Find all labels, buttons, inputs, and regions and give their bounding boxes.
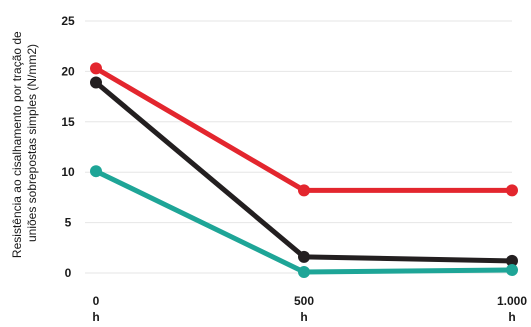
series-1-point-1 (298, 184, 310, 197)
series-3-point-2 (506, 263, 518, 276)
series-2-point-2 (506, 254, 518, 267)
series-2-point-0 (90, 76, 102, 89)
y-tick-label-0: 0 (65, 266, 72, 280)
x-tick-label-1-line-1: 500 (294, 294, 314, 308)
series-2 (90, 76, 518, 267)
y-tick-label-20: 20 (61, 64, 75, 78)
series-2-line (93, 79, 515, 264)
y-tick-label-5: 5 (65, 216, 72, 230)
series-2-point-1 (298, 250, 310, 263)
series-3-point-0 (90, 165, 102, 178)
y-axis-title-line-2: uniões sobrepostas simples (N/mm2) (25, 44, 39, 242)
y-tick-label-15: 15 (61, 115, 75, 129)
grid-lines (85, 20, 512, 274)
data-series (90, 62, 518, 278)
x-tick-label-2-line-2: h (508, 310, 515, 324)
x-tick-label-1-line-2: h (300, 310, 307, 324)
y-axis-title-line-1: Resistência ao cisalhamento por tração d… (10, 31, 24, 258)
x-tick-label-1: 500 h (294, 294, 314, 324)
y-axis-ticks: 0 5 10 15 20 25 (61, 14, 75, 280)
y-tick-label-25: 25 (61, 14, 75, 28)
x-tick-label-0-line-1: 0 (93, 294, 100, 308)
y-tick-label-10: 10 (61, 165, 75, 179)
series-1-point-2 (506, 184, 518, 197)
x-tick-label-0-line-2: h (92, 310, 99, 324)
series-3-point-1 (298, 265, 310, 278)
x-tick-label-2: 1.000 h (497, 294, 527, 324)
series-1 (90, 62, 518, 197)
x-tick-label-2-line-1: 1.000 (497, 294, 527, 308)
series-1-point-0 (90, 62, 102, 75)
y-axis-title: Resistência ao cisalhamento por tração d… (10, 28, 39, 258)
series-3 (90, 165, 518, 278)
